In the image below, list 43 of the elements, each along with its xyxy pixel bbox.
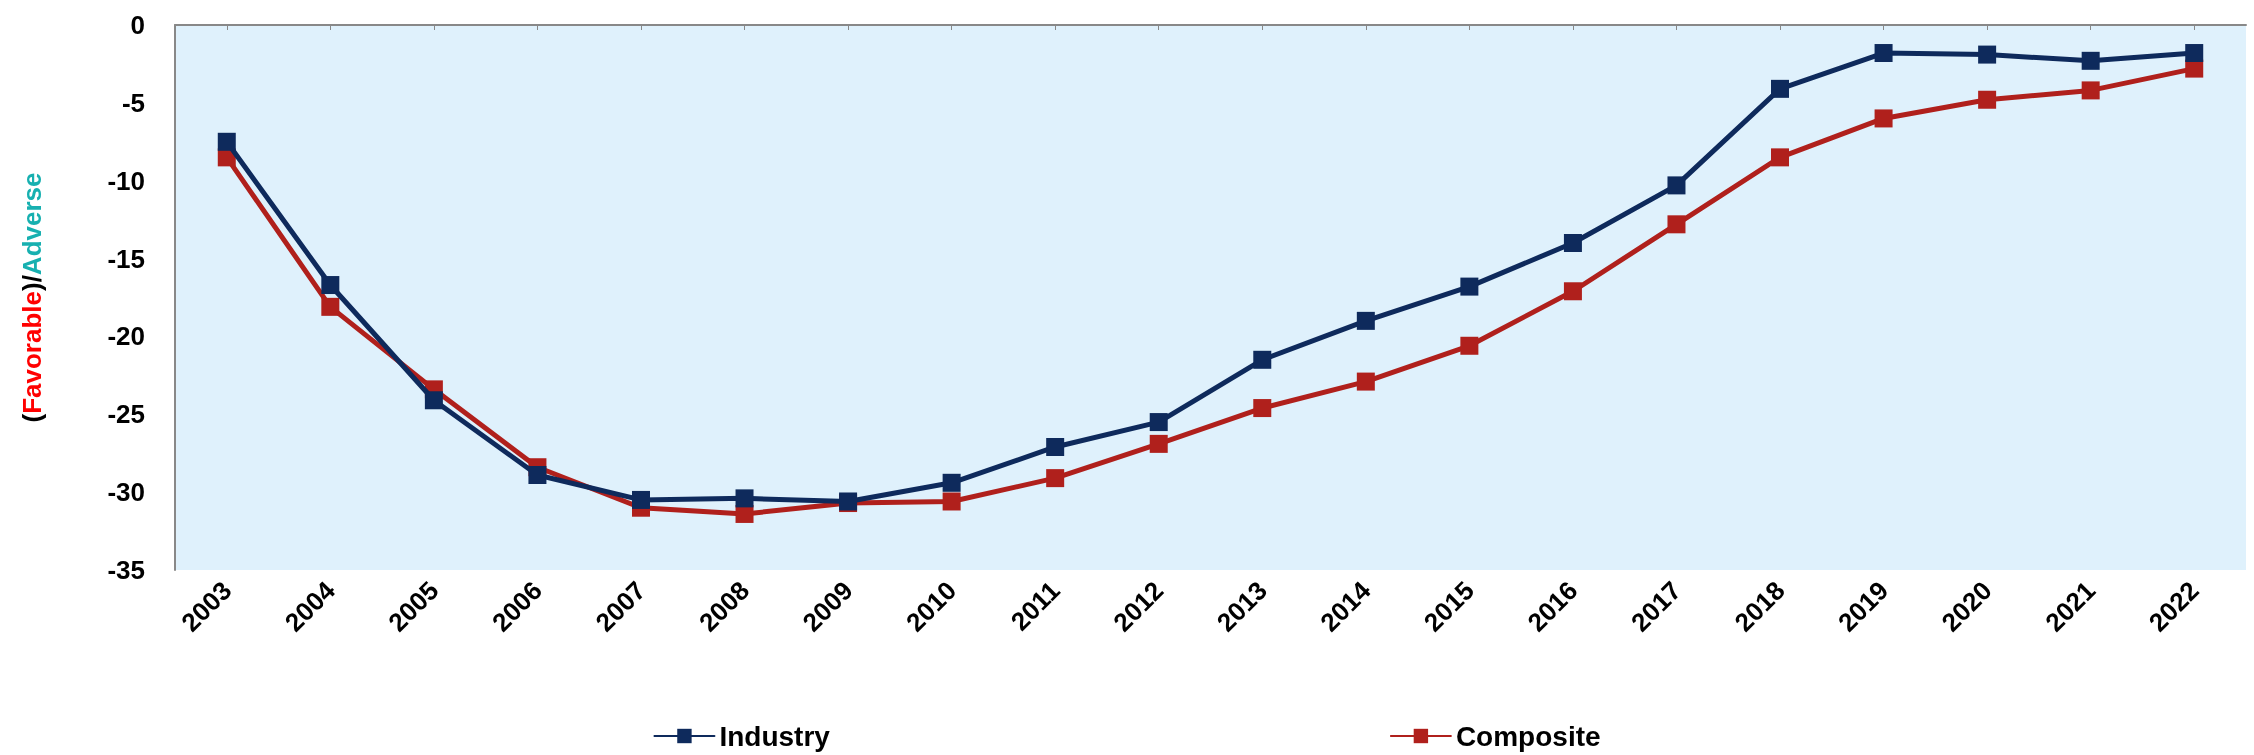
legend-label: Composite xyxy=(1455,720,1601,752)
point xyxy=(1149,413,1168,432)
legend-label: Industry xyxy=(719,720,831,752)
point xyxy=(1874,44,1893,63)
point xyxy=(424,391,443,410)
point xyxy=(2081,81,2100,100)
point xyxy=(1771,79,1790,98)
point xyxy=(942,473,961,492)
point xyxy=(1149,434,1168,453)
point xyxy=(735,489,754,508)
point xyxy=(1563,282,1582,301)
point xyxy=(631,490,650,509)
y-tick-label: -15 xyxy=(107,243,145,274)
point xyxy=(1667,176,1686,195)
point xyxy=(1874,109,1893,128)
point xyxy=(1356,311,1375,330)
point xyxy=(1460,336,1479,355)
point xyxy=(2081,51,2100,70)
point xyxy=(321,276,340,295)
point xyxy=(1356,372,1375,391)
y-tick-label: 0 xyxy=(130,10,145,40)
point xyxy=(528,466,547,485)
y-axis-title: (Favorable)/Adverse xyxy=(17,172,47,423)
point xyxy=(1771,148,1790,167)
point xyxy=(2185,44,2204,63)
y-tick-label: -25 xyxy=(107,399,145,430)
point xyxy=(1978,45,1997,64)
y-tick-label: -30 xyxy=(107,477,145,508)
point xyxy=(1563,234,1582,252)
point xyxy=(1460,277,1479,296)
y-tick-label: -35 xyxy=(107,555,145,585)
y-tick-label: -20 xyxy=(107,321,145,352)
point xyxy=(1667,215,1686,234)
point xyxy=(1253,350,1272,369)
point xyxy=(942,492,961,511)
point xyxy=(1978,90,1997,109)
y-tick-label: -10 xyxy=(107,165,145,196)
point xyxy=(217,132,236,151)
y-tick-label: -5 xyxy=(121,87,145,118)
point xyxy=(1046,437,1065,456)
point xyxy=(321,297,340,316)
point xyxy=(1253,399,1272,418)
point xyxy=(1046,469,1065,488)
